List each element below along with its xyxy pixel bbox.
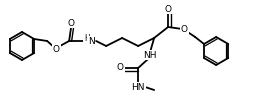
Text: HN: HN [131,83,145,92]
Text: O: O [117,64,124,73]
Text: O: O [68,19,75,28]
Text: N: N [88,36,94,45]
Text: O: O [181,24,188,34]
Text: H: H [84,34,90,43]
Text: O: O [53,44,60,54]
Text: NH: NH [143,50,157,59]
Text: O: O [165,5,172,14]
